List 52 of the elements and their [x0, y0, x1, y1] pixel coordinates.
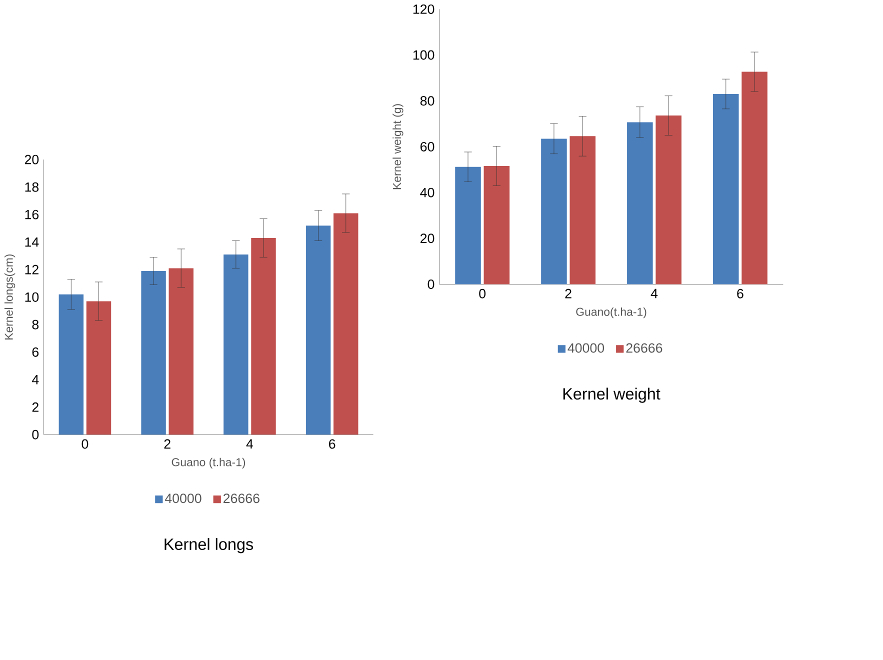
bar [455, 166, 481, 284]
x-tick-label: 2 [565, 288, 572, 298]
bar [541, 138, 567, 284]
y-tick-label: 12 [25, 264, 38, 274]
x-tick-label: 0 [82, 439, 88, 449]
y-tick-label: 8 [32, 320, 39, 330]
y-tick-label: 40 [420, 188, 434, 198]
y-tick-label: 14 [25, 237, 39, 247]
text: Kernel longs [164, 538, 254, 554]
y-tick-label: 60 [420, 142, 434, 152]
y-tick-label: 20 [420, 234, 434, 244]
y-tick-label: 16 [25, 210, 39, 220]
bar [168, 268, 194, 435]
y-tick-label: 100 [413, 50, 434, 60]
y-tick-label: 4 [32, 374, 39, 384]
bar [306, 225, 331, 435]
bar [570, 136, 596, 284]
bar [712, 94, 739, 284]
bar [627, 122, 653, 284]
legend-label: 40000 [568, 343, 604, 353]
bar [742, 72, 768, 284]
bar [484, 166, 510, 284]
x-tick-label: 0 [479, 288, 486, 298]
y-tick-label: 6 [32, 347, 39, 357]
bar [141, 270, 166, 435]
bar [334, 213, 358, 435]
y-tick-label: 0 [428, 279, 434, 289]
legend-label: 40000 [164, 494, 202, 504]
y-tick-label: 18 [25, 182, 39, 192]
bar [656, 115, 682, 284]
y-tick-label: 20 [24, 154, 39, 164]
x-axis-title: Guano(t.ha-1) [576, 307, 646, 318]
bar [251, 238, 276, 435]
x-axis-title: Guano (t.ha-1) [172, 458, 246, 468]
x-tick-label: 6 [737, 288, 744, 298]
x-tick-label: 6 [329, 439, 336, 449]
y-tick-label: 120 [413, 4, 434, 14]
y-tick-label: 2 [32, 402, 38, 412]
legend-label: 26666 [626, 343, 662, 353]
y-axis-title: Kernel longs(cm) [4, 254, 16, 340]
y-tick-label: 0 [32, 430, 39, 440]
text: Kernel weight [563, 388, 660, 403]
x-tick-label: 2 [164, 439, 170, 449]
x-tick-label: 4 [246, 439, 254, 448]
y-axis-title: Kernel weight (g) [392, 104, 404, 190]
legend-label: 26666 [224, 494, 260, 504]
bar [86, 301, 112, 435]
x-tick-label: 4 [650, 288, 658, 298]
y-tick-label: 80 [420, 96, 434, 106]
bar [224, 254, 248, 435]
y-tick-label: 10 [25, 292, 39, 302]
bar [58, 294, 84, 435]
